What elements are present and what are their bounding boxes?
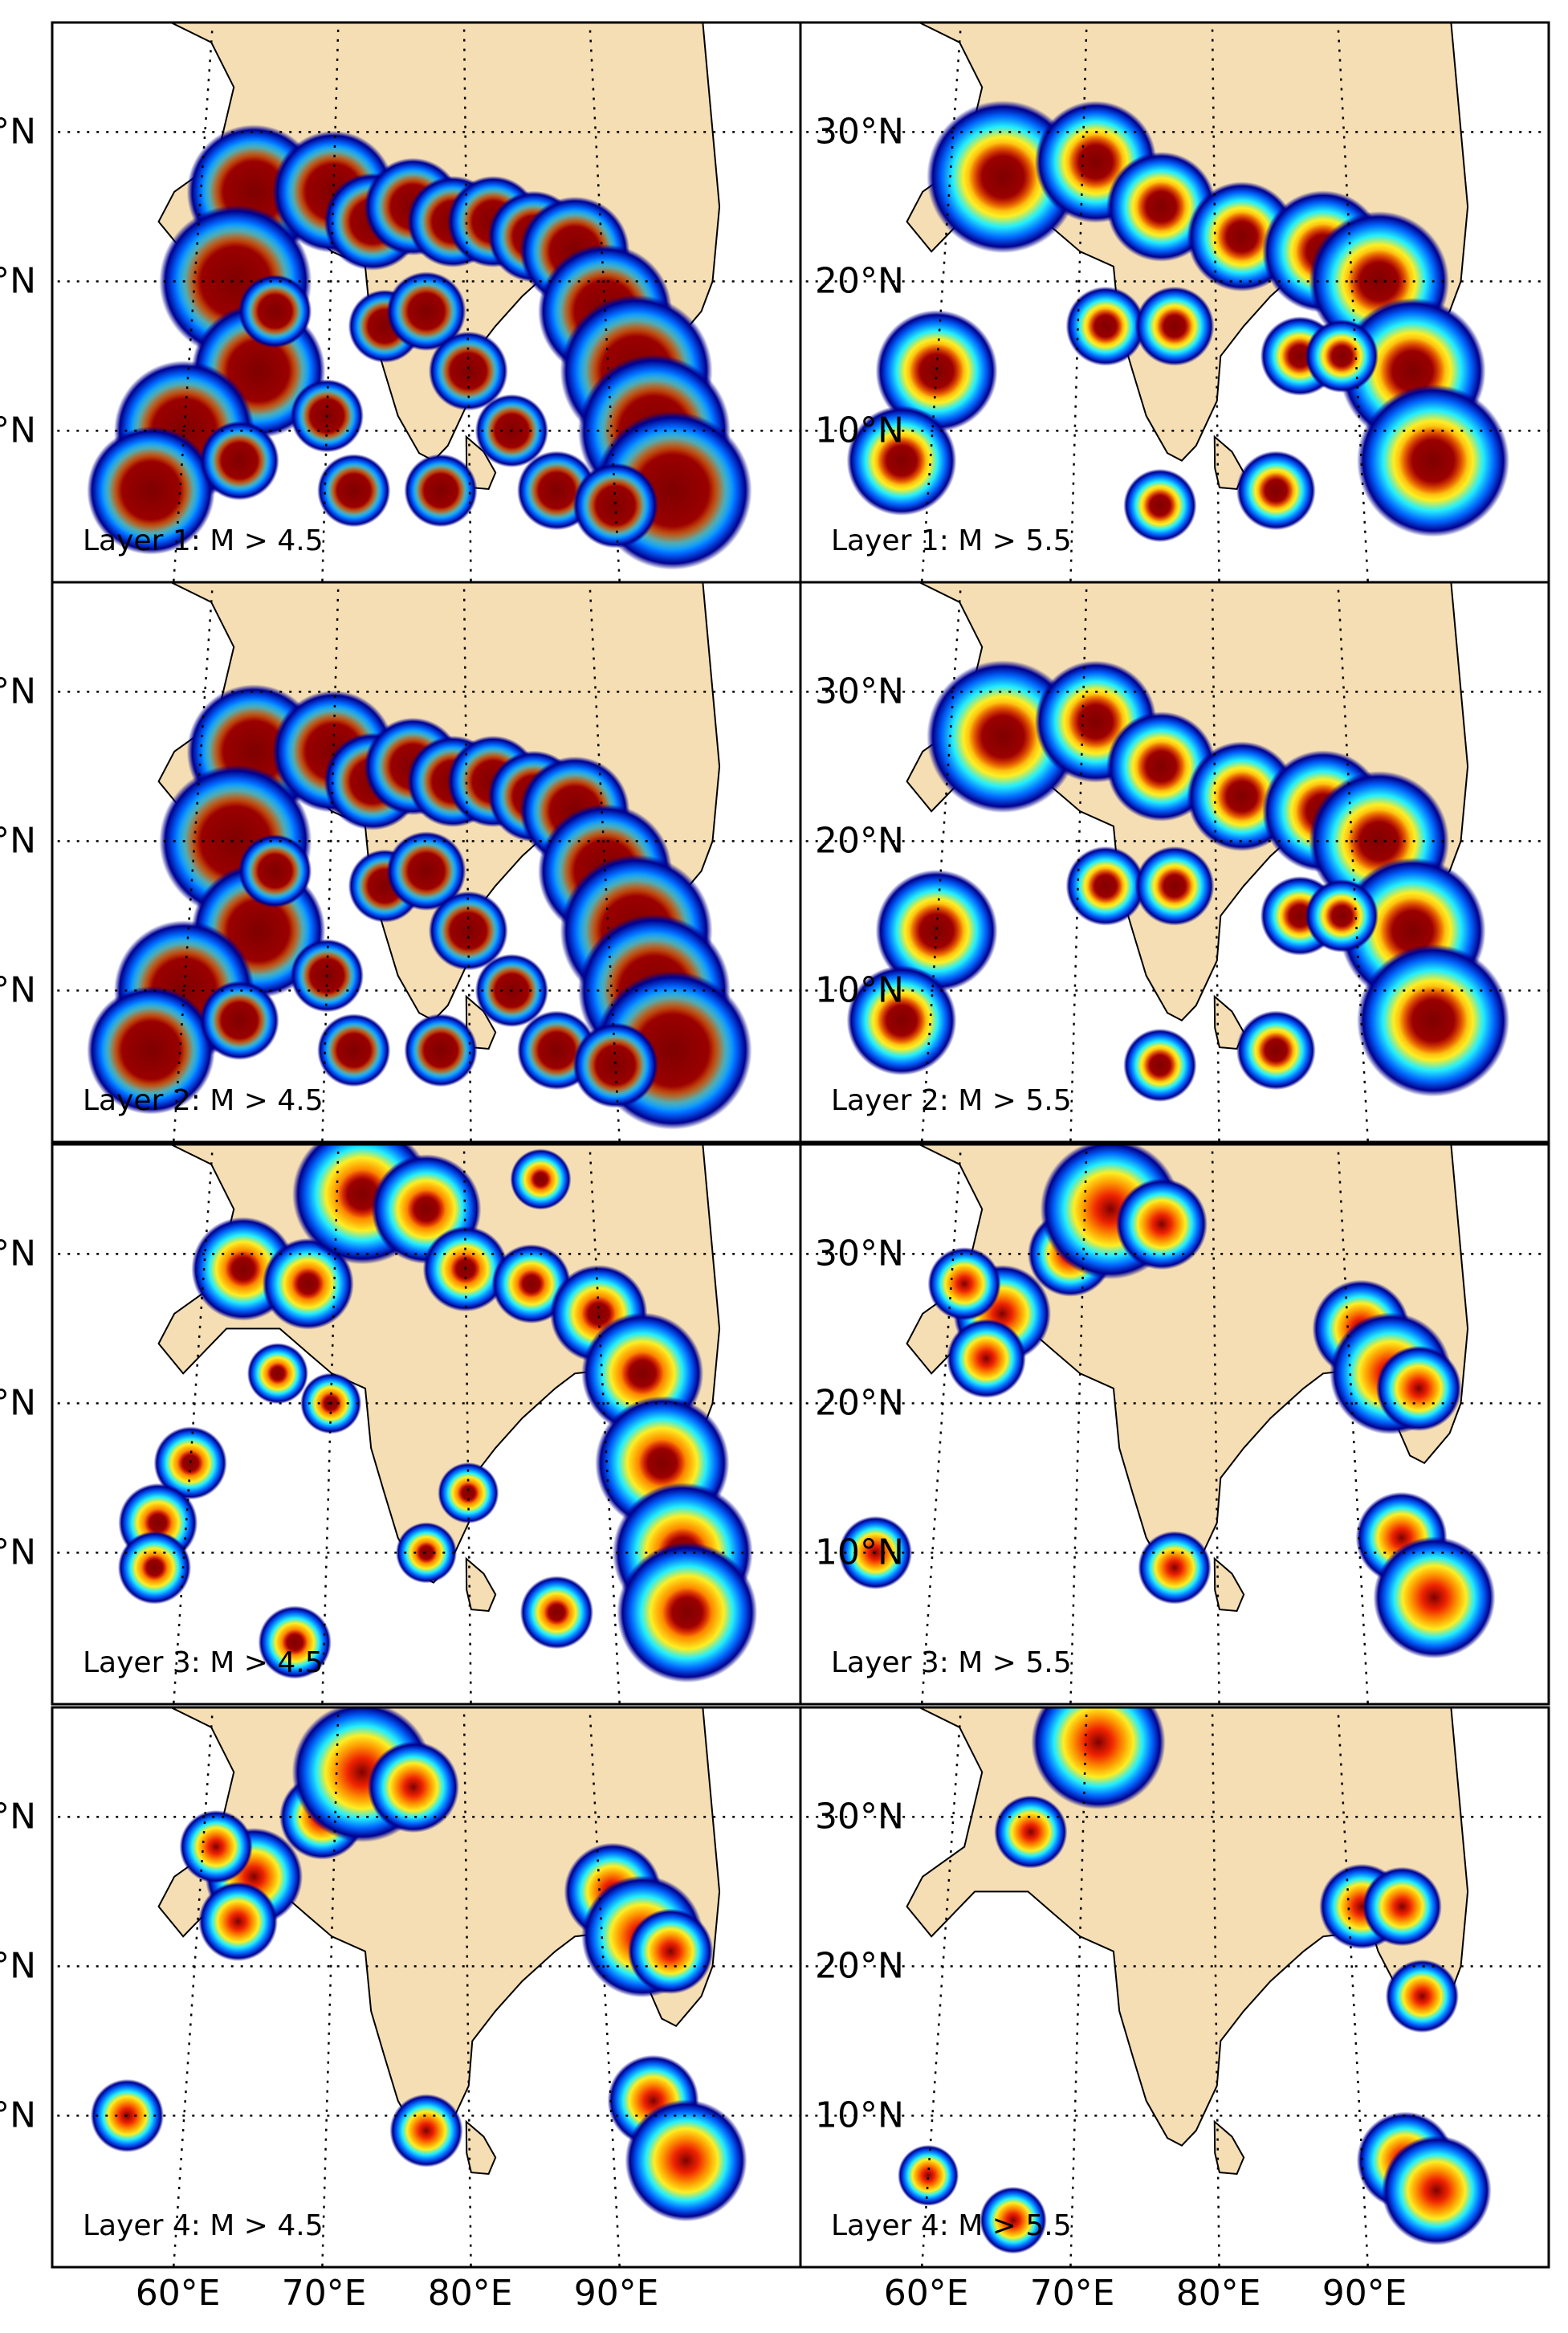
latitude-label: 20°N [0, 260, 36, 302]
latitude-label: 10°N [0, 2094, 36, 2136]
latitude-label: 10°N [0, 410, 36, 451]
panel-frame [799, 1706, 1550, 2269]
panel-label: Layer 2: M > 5.5 [831, 1084, 1072, 1117]
sri-lanka [1213, 1556, 1245, 1612]
graticule [800, 1707, 1549, 2267]
seismicity-density [87, 684, 752, 1130]
longitude-label: 60°E [135, 2273, 221, 2314]
latitude-label: 20°N [815, 1382, 904, 1424]
graticule [800, 1144, 1549, 1704]
latitude-label: 10°N [815, 410, 904, 451]
map-panel-layer-4-m-4-5 [51, 1706, 802, 2269]
map-panel-layer-2-m-5-5 [799, 581, 1550, 1144]
latitude-label: 30°N [815, 671, 904, 712]
latitude-label: 10°N [815, 2094, 904, 2136]
latitude-label: 30°N [0, 1796, 36, 1837]
map-panel-layer-1-m-4-5 [51, 21, 802, 584]
land-mass [800, 1144, 1549, 1584]
panel-label: Layer 4: M > 5.5 [831, 2209, 1072, 2242]
longitude-label: 60°E [883, 2273, 969, 2314]
seismicity-density [846, 100, 1510, 543]
map-panel-layer-2-m-4-5 [51, 581, 802, 1144]
latitude-label: 20°N [815, 1945, 904, 1987]
latitude-label: 20°N [0, 820, 36, 862]
panel-label: Layer 1: M > 4.5 [83, 524, 324, 557]
seismicity-density [838, 1144, 1496, 1659]
seismicity-density [90, 1707, 747, 2222]
map-panel-layer-3-m-5-5 [799, 1143, 1550, 1706]
latitude-label: 10°N [0, 969, 36, 1011]
latitude-label: 10°N [815, 1532, 904, 1573]
longitude-label: 90°E [573, 2273, 659, 2314]
map-panel-layer-4-m-5-5 [799, 1706, 1550, 2269]
latitude-label: 10°N [0, 1532, 36, 1573]
panel-frame [799, 1143, 1550, 1706]
latitude-label: 20°N [815, 260, 904, 302]
seismicity-density [898, 1707, 1492, 2254]
latitude-label: 30°N [0, 1233, 36, 1275]
latitude-label: 20°N [815, 820, 904, 862]
latitude-label: 30°N [0, 111, 36, 153]
longitude-label: 70°E [1029, 2273, 1115, 2314]
latitude-label: 20°N [0, 1382, 36, 1424]
panel-label: Layer 1: M > 5.5 [831, 524, 1072, 557]
latitude-label: 10°N [815, 969, 904, 1011]
longitude-label: 90°E [1322, 2273, 1407, 2314]
sri-lanka [1213, 2119, 1245, 2175]
panel-label: Layer 3: M > 5.5 [831, 1646, 1072, 1679]
sri-lanka [465, 2119, 497, 2175]
latitude-label: 30°N [0, 671, 36, 712]
graticule [52, 582, 800, 1142]
panel-label: Layer 2: M > 4.5 [83, 1084, 324, 1117]
graticule [800, 582, 1549, 1142]
latitude-label: 30°N [815, 111, 904, 153]
panel-label: Layer 4: M > 4.5 [83, 2209, 324, 2242]
graticule [800, 22, 1549, 582]
graticule [52, 1707, 800, 2267]
panel-label: Layer 3: M > 4.5 [83, 1646, 324, 1679]
longitude-label: 70°E [281, 2273, 367, 2314]
graticule [52, 22, 800, 582]
graticule [52, 1144, 800, 1704]
map-panel-layer-1-m-5-5 [799, 21, 1550, 584]
latitude-label: 30°N [815, 1796, 904, 1837]
latitude-label: 30°N [815, 1233, 904, 1275]
land-mass [52, 1707, 800, 2147]
longitude-label: 80°E [427, 2273, 513, 2314]
map-panel-layer-3-m-4-5 [51, 1143, 802, 1706]
panel-frame [799, 581, 1550, 1144]
seismicity-density [117, 1144, 758, 1683]
sri-lanka [465, 1556, 497, 1612]
latitude-label: 20°N [0, 1945, 36, 1987]
longitude-label: 80°E [1175, 2273, 1261, 2314]
